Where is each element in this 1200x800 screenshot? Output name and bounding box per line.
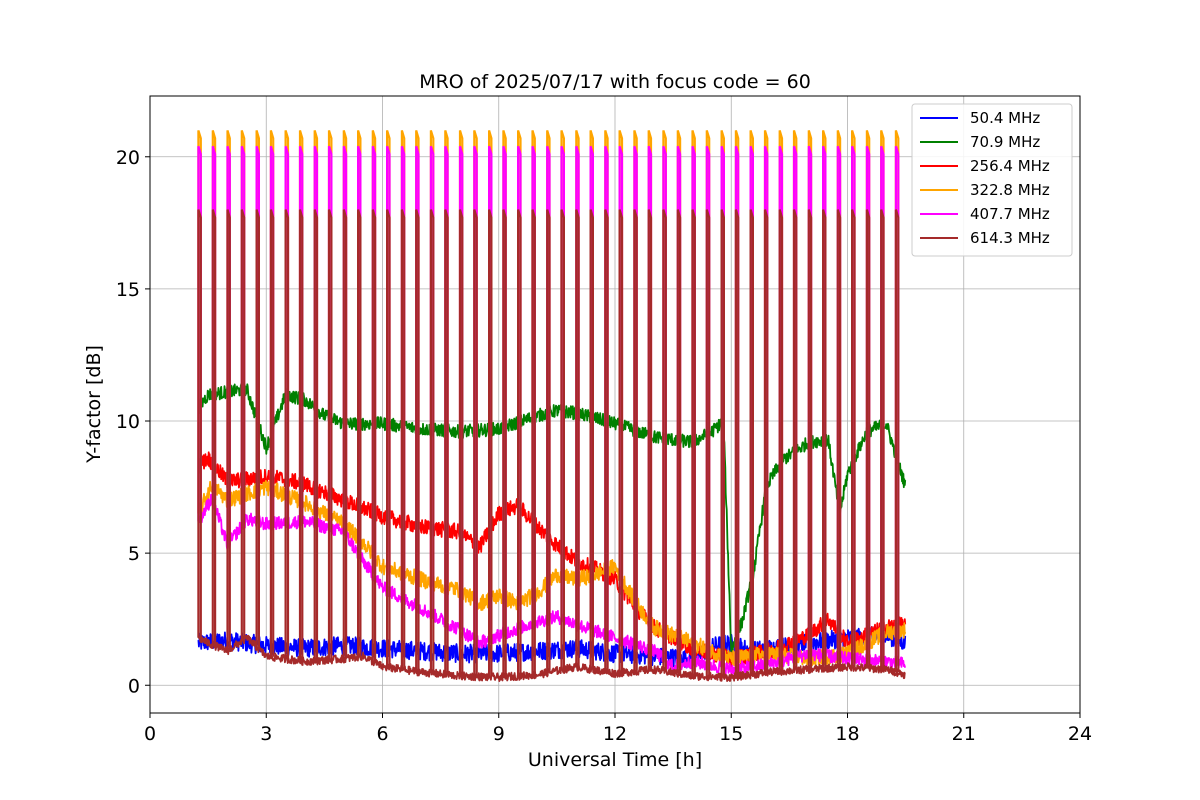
calibration-spike [197,209,202,638]
calibration-spike [284,209,290,659]
y-tick-label: 10 [116,411,140,433]
calibration-spike [502,209,507,677]
calibration-spike [763,209,769,673]
calibration-spike [734,209,740,677]
calibration-spike [357,209,362,657]
x-tick-label: 3 [260,723,272,745]
calibration-spike [458,209,464,676]
legend-label: 50.4 MHz [970,109,1040,127]
calibration-spike [807,209,813,670]
x-tick-label: 9 [493,723,505,745]
calibration-spike [880,209,885,670]
chart-title: MRO of 2025/07/17 with focus code = 60 [419,71,811,93]
legend-label: 322.8 MHz [970,181,1050,199]
y-axis-ticks: 0 5 10 15 20 [116,147,150,697]
calibration-spike [633,209,638,672]
calibration-spike [662,209,667,672]
calibration-spike [386,209,391,668]
calibration-spike [851,209,856,668]
calibration-spike [618,209,624,673]
calibration-spike [531,209,536,675]
calibration-spike [720,209,725,677]
calibration-spike [792,209,798,671]
calibration-spike [327,209,333,660]
calibration-spike [255,209,260,647]
x-tick-label: 15 [719,723,743,745]
calibration-spike [226,209,231,651]
calibration-spike [240,209,246,642]
legend-label: 70.9 MHz [970,133,1040,151]
calibration-spike [778,209,784,672]
plot-series-group [197,130,907,682]
calibration-spike [400,209,406,670]
calibration-spike [560,209,565,670]
x-tick-label: 21 [952,723,976,745]
legend: 50.4 MHz 70.9 MHz 256.4 MHz 322.8 MHz 407.7… [911,103,1073,257]
calibration-spike [371,209,377,662]
x-tick-label: 0 [144,723,156,745]
calibration-spike [676,209,682,674]
calibration-spike [211,209,217,645]
calibration-spike [865,209,871,669]
calibration-spike [488,209,493,677]
x-tick-label: 6 [376,723,388,745]
x-tick-label: 18 [835,723,859,745]
calibration-spike [269,209,275,657]
calibration-spike [705,209,711,677]
legend-label: 407.7 MHz [970,205,1050,223]
calibration-spike [342,209,348,659]
calibration-spike [589,209,594,670]
calibration-spike [647,209,653,670]
y-tick-label: 15 [116,279,140,301]
y-tick-label: 5 [128,543,140,565]
x-tick-label: 24 [1068,723,1092,745]
calibration-spike [473,209,478,677]
x-tick-label: 12 [603,723,627,745]
x-axis-label: Universal Time [h] [528,749,702,771]
calibration-spike [429,209,435,673]
calibration-spike [517,209,522,676]
legend-label: 614.3 MHz [970,229,1050,247]
calibration-spike [415,209,420,672]
calibration-spike [313,209,319,661]
calibration-spike [749,209,754,675]
calibration-spike [691,209,696,676]
calibration-spike [822,209,827,669]
calibration-spike [298,209,304,661]
y-tick-label: 20 [116,147,140,169]
legend-label: 256.4 MHz [970,157,1050,175]
calibration-spike [546,209,551,673]
calibration-spike [444,209,449,675]
calibration-spike [836,209,842,668]
y-tick-label: 0 [128,675,140,697]
y-axis-label: Y-factor [dB] [83,345,105,464]
calibration-spike [604,209,609,672]
x-axis-ticks: 0 3 6 9 12 15 18 21 24 [144,713,1092,745]
calibration-spike [575,209,580,667]
calibration-spike [894,209,900,672]
